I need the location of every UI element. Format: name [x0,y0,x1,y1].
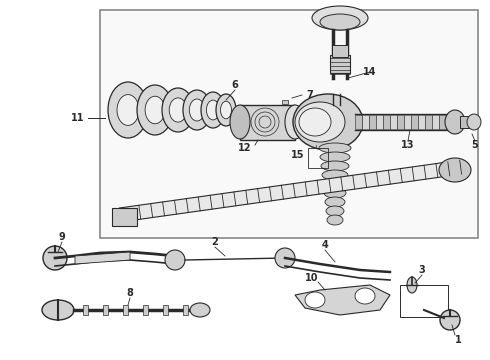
Ellipse shape [145,96,165,124]
Ellipse shape [299,108,331,136]
Ellipse shape [320,152,350,162]
Bar [163,305,168,315]
Ellipse shape [326,206,344,216]
Ellipse shape [43,246,67,270]
Bar [282,110,288,114]
Bar [376,115,383,129]
Bar [112,208,137,226]
Text: 14: 14 [363,67,377,77]
Ellipse shape [305,292,325,308]
Ellipse shape [324,188,346,198]
Bar [103,305,108,315]
Ellipse shape [108,82,148,138]
Ellipse shape [117,95,139,125]
Ellipse shape [440,310,460,330]
Text: 7: 7 [307,90,314,100]
Ellipse shape [165,250,185,270]
Text: 15: 15 [291,150,305,160]
Text: 3: 3 [418,265,425,275]
Ellipse shape [312,6,368,30]
Text: 10: 10 [305,273,319,283]
Ellipse shape [319,143,351,153]
Bar [123,305,128,315]
Bar [397,115,404,129]
Ellipse shape [216,94,236,126]
Text: 1: 1 [455,335,462,345]
Ellipse shape [327,215,343,225]
Ellipse shape [407,277,417,293]
Ellipse shape [230,105,250,139]
Text: 4: 4 [321,240,328,250]
Bar [390,115,397,129]
Bar [404,115,411,129]
Bar [460,116,475,128]
Polygon shape [119,161,456,222]
Ellipse shape [162,88,194,132]
Bar [332,45,348,57]
Bar [369,115,376,129]
Bar [282,105,288,109]
Ellipse shape [320,14,360,30]
Ellipse shape [169,98,187,122]
Bar [425,115,432,129]
Bar [400,285,448,317]
Ellipse shape [275,248,295,268]
Ellipse shape [190,303,210,317]
Bar [446,115,453,129]
Bar [183,305,188,315]
Ellipse shape [467,114,481,130]
Ellipse shape [293,94,363,150]
Bar [439,115,446,129]
Text: 8: 8 [126,288,133,298]
Ellipse shape [189,99,205,121]
Ellipse shape [137,85,173,135]
Bar [432,115,439,129]
Bar [308,148,328,168]
Text: 5: 5 [471,140,478,150]
Bar [362,115,369,129]
Bar [240,105,295,140]
Ellipse shape [325,197,345,207]
Text: 9: 9 [59,232,65,242]
Text: 13: 13 [401,140,415,150]
Ellipse shape [220,101,231,119]
Ellipse shape [322,170,348,180]
Ellipse shape [201,92,225,128]
Text: 6: 6 [232,80,238,90]
Ellipse shape [285,105,305,139]
Bar [418,115,425,129]
Polygon shape [75,252,130,264]
Ellipse shape [321,161,349,171]
Ellipse shape [295,102,345,142]
Bar [383,115,390,129]
Bar [83,305,88,315]
Polygon shape [295,285,390,315]
Bar [100,10,478,238]
Bar [143,305,148,315]
Ellipse shape [206,100,220,120]
Ellipse shape [445,110,465,134]
Bar [411,115,418,129]
Ellipse shape [183,90,211,130]
Ellipse shape [355,288,375,304]
Text: 2: 2 [212,237,219,247]
Ellipse shape [42,300,74,320]
Bar [282,100,288,104]
Ellipse shape [439,158,471,182]
Bar [355,115,362,129]
Ellipse shape [323,179,347,189]
Bar [330,55,350,73]
Text: 12: 12 [238,143,252,153]
Text: 11: 11 [71,113,85,123]
